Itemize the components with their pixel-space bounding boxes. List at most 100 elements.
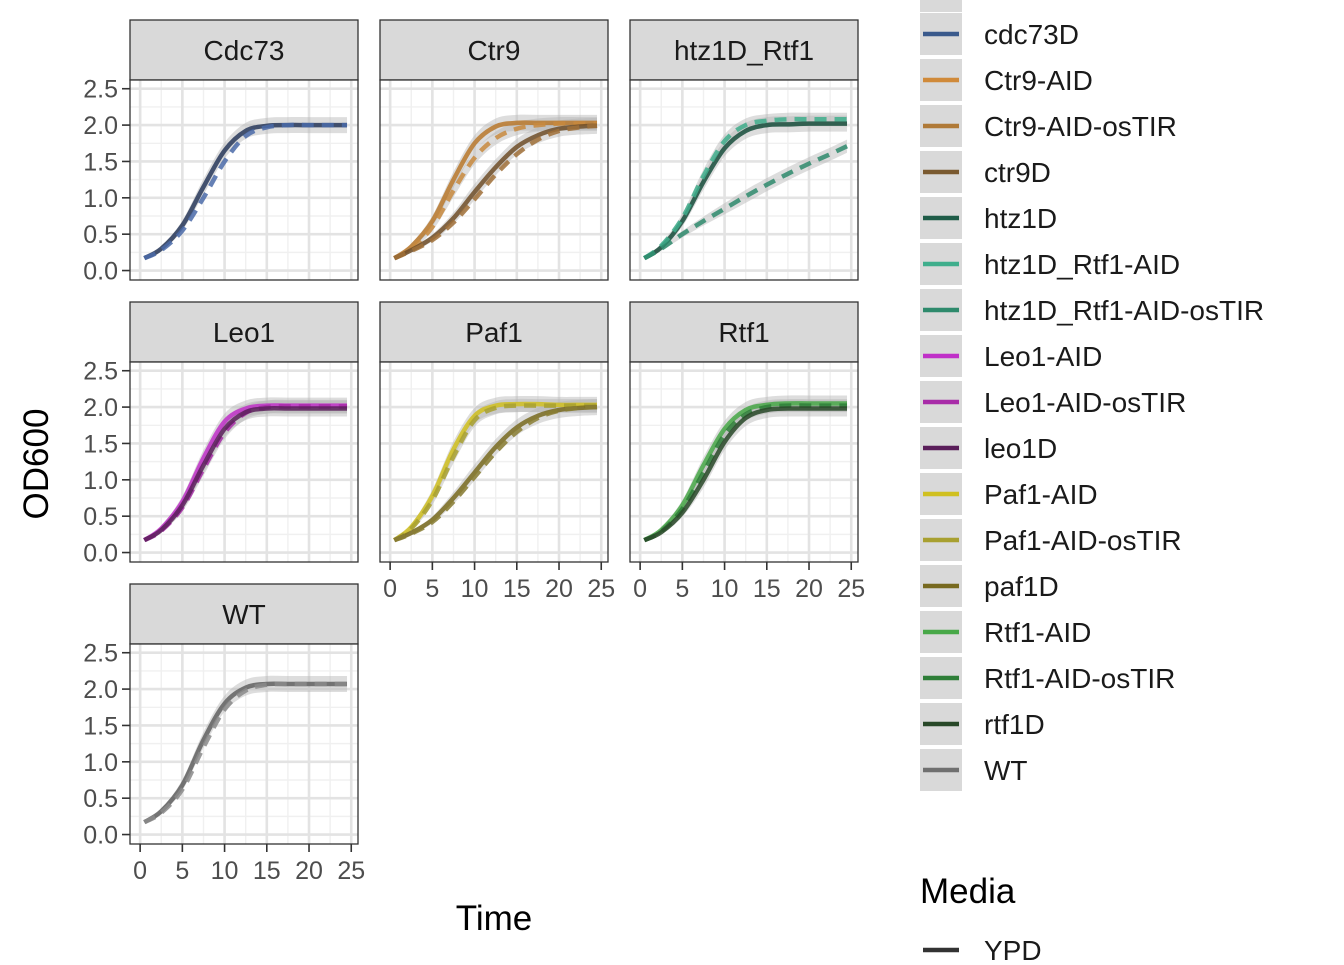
x-tick-label: 0 bbox=[633, 575, 647, 603]
legend-item-label: Leo1-AID bbox=[984, 341, 1102, 372]
facet-strip-label: Leo1 bbox=[213, 317, 275, 348]
y-tick-label: 0.0 bbox=[83, 540, 118, 568]
x-tick-label: 15 bbox=[253, 857, 281, 885]
x-tick-label: 10 bbox=[461, 575, 489, 603]
series-line-ctr9-aid-ostir-dashed bbox=[393, 121, 598, 261]
facet-strip bbox=[629, 301, 859, 363]
facet-strip-label: htz1D_Rtf1 bbox=[674, 35, 814, 66]
y-tick-label: 0.0 bbox=[83, 258, 118, 286]
x-tick-label: 25 bbox=[837, 575, 865, 603]
y-axis-title: OD600 bbox=[17, 409, 56, 520]
media-legend: Media YPD bbox=[920, 872, 1042, 965]
facet-strip-label: WT bbox=[222, 599, 266, 630]
legend-item-label: Leo1-AID-osTIR bbox=[984, 387, 1186, 418]
series-line-cdc73d-dashed bbox=[143, 122, 348, 261]
legend-item-label: Paf1-AID bbox=[984, 479, 1098, 510]
y-tick-label: 0.5 bbox=[83, 785, 118, 813]
legend-item-label: rtf1D bbox=[984, 709, 1045, 740]
x-tick-label: 25 bbox=[337, 857, 365, 885]
legend-item-label: paf1D bbox=[984, 571, 1059, 602]
legend-item: rtf1D bbox=[920, 703, 1045, 745]
panel-border bbox=[129, 79, 359, 281]
media-legend-title: Media bbox=[920, 872, 1016, 911]
legend-item-label: WT bbox=[984, 755, 1028, 786]
series-line-paf1-aid-ostir-dashed bbox=[393, 403, 598, 543]
series-line-cdc73d bbox=[143, 122, 348, 261]
x-tick-label: 5 bbox=[425, 575, 439, 603]
gridlines bbox=[130, 644, 358, 844]
legend-item: Leo1-AID-osTIR bbox=[920, 381, 1186, 423]
facet-panel-paf1: Paf1 0 5 10 15 20 25 bbox=[379, 301, 615, 603]
panel-border bbox=[629, 361, 859, 563]
legend-item: cdc73D bbox=[920, 13, 1079, 55]
x-axis-title: Time bbox=[456, 899, 532, 938]
legend-item: htz1D bbox=[920, 197, 1057, 239]
x-tick-label: 0 bbox=[133, 857, 147, 885]
facet-strip-label: Ctr9 bbox=[468, 35, 521, 66]
y-tick-label: 2.5 bbox=[83, 76, 118, 104]
x-tick-label: 10 bbox=[711, 575, 739, 603]
y-tick-label: 1.5 bbox=[83, 712, 118, 740]
legend-item: htz1D_Rtf1-AID bbox=[920, 243, 1180, 285]
facet-strip bbox=[379, 19, 609, 81]
legend-item: WT bbox=[920, 749, 1028, 791]
facet-panel-wt: WT 0.0 0.5 1.0 1.5 2.0 2.5 0 5 10 15 20 25 bbox=[83, 583, 365, 885]
legend-item-label: Rtf1-AID-osTIR bbox=[984, 663, 1175, 694]
y-tick-label: 1.5 bbox=[83, 148, 118, 176]
y-tick-label: 2.0 bbox=[83, 112, 118, 140]
y-tick-label: 1.0 bbox=[83, 467, 118, 495]
gridlines bbox=[630, 80, 858, 280]
y-tick-label: 2.0 bbox=[83, 394, 118, 422]
facet-panel-htz1d-rtf1: htz1D_Rtf1 bbox=[629, 19, 859, 281]
facet-strip bbox=[629, 19, 859, 81]
legend-item: Paf1-AID-osTIR bbox=[920, 519, 1182, 561]
legend-item-label: cdc73D bbox=[984, 19, 1079, 50]
y-tick-label: 2.0 bbox=[83, 676, 118, 704]
x-tick-label: 10 bbox=[211, 857, 239, 885]
facet-strip-label: Rtf1 bbox=[718, 317, 769, 348]
panel-border bbox=[379, 79, 609, 281]
x-tick-label: 20 bbox=[545, 575, 573, 603]
series-line-rtf1d bbox=[643, 406, 848, 543]
facet-strip-label: Cdc73 bbox=[204, 35, 285, 66]
gridlines bbox=[130, 80, 358, 280]
x-tick-label: 20 bbox=[295, 857, 323, 885]
media-legend-label: YPD bbox=[984, 935, 1042, 960]
series-line-htz1d_rtf1-aid-dashed bbox=[643, 116, 848, 261]
x-tick-label: 25 bbox=[587, 575, 615, 603]
legend-item-label: htz1D bbox=[984, 203, 1057, 234]
panel-border bbox=[379, 361, 609, 563]
panel-border bbox=[129, 361, 359, 563]
gridlines bbox=[630, 362, 858, 562]
confidence-band bbox=[394, 396, 598, 542]
gridlines bbox=[130, 362, 358, 562]
series-line-paf1d-dashed bbox=[393, 404, 598, 543]
facet-panel-cdc73: Cdc73 0.0 0.5 1.0 1.5 2.0 2.5 bbox=[83, 19, 359, 286]
legend-key-partial bbox=[920, 0, 962, 12]
legend-item-label: Paf1-AID-osTIR bbox=[984, 525, 1182, 556]
legend-item: paf1D bbox=[920, 565, 1059, 607]
facet-strip bbox=[129, 583, 359, 645]
legend-item: Rtf1-AID-osTIR bbox=[920, 657, 1175, 699]
legend-item: Ctr9-AID bbox=[920, 59, 1093, 101]
legend-item: Paf1-AID bbox=[920, 473, 1098, 515]
series-line-leo1d bbox=[143, 406, 348, 543]
legend-item-label: Rtf1-AID bbox=[984, 617, 1091, 648]
y-tick-label: 1.0 bbox=[83, 749, 118, 777]
y-tick-label: 0.5 bbox=[83, 221, 118, 249]
strain-legend: cdc73D Ctr9-AID Ctr9-AID-osTIR ctr9D htz1D ht… bbox=[920, 0, 1264, 791]
series-line-wt-dashed bbox=[143, 681, 348, 825]
x-tick-label: 15 bbox=[503, 575, 531, 603]
legend-item-label: Ctr9-AID-osTIR bbox=[984, 111, 1177, 142]
x-tick-label: 15 bbox=[753, 575, 781, 603]
series-line-ctr9d bbox=[393, 123, 598, 261]
x-tick-label: 5 bbox=[675, 575, 689, 603]
facet-strip bbox=[379, 301, 609, 363]
facet-panel-rtf1: Rtf1 0 5 10 15 20 25 bbox=[629, 301, 865, 603]
legend-item: Leo1-AID bbox=[920, 335, 1102, 377]
legend-item-label: ctr9D bbox=[984, 157, 1051, 188]
facet-panel-ctr9: Ctr9 bbox=[379, 19, 609, 281]
facet-strip bbox=[129, 19, 359, 81]
